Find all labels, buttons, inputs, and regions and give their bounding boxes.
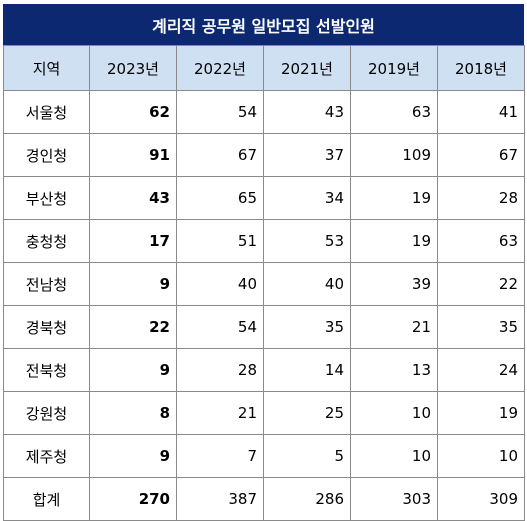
value-cell-2021: 34 <box>263 176 351 220</box>
table-row: 부산청 43 65 34 19 28 <box>3 176 525 220</box>
region-cell: 경인청 <box>3 133 90 177</box>
value-cell-2023: 62 <box>89 90 177 134</box>
value-cell-2023: 9 <box>89 262 177 306</box>
value-cell-2022: 7 <box>176 434 264 478</box>
value-cell-2022: 51 <box>176 219 264 263</box>
table-row: 강원청 8 21 25 10 19 <box>3 391 525 435</box>
value-cell-2022: 54 <box>176 305 264 349</box>
value-cell-2018: 19 <box>437 391 525 435</box>
value-cell-2023: 91 <box>89 133 177 177</box>
total-2023: 270 <box>89 477 177 521</box>
value-cell-2018: 28 <box>437 176 525 220</box>
total-row: 합계 270 387 286 303 309 <box>3 477 525 521</box>
total-label: 합계 <box>3 477 90 521</box>
region-cell: 경북청 <box>3 305 90 349</box>
value-cell-2019: 19 <box>350 176 438 220</box>
value-cell-2018: 67 <box>437 133 525 177</box>
value-cell-2022: 65 <box>176 176 264 220</box>
value-cell-2019: 13 <box>350 348 438 392</box>
table-row: 전남청 9 40 40 39 22 <box>3 262 525 306</box>
value-cell-2022: 40 <box>176 262 264 306</box>
table-row: 서울청 62 54 43 63 41 <box>3 90 525 134</box>
value-cell-2021: 43 <box>263 90 351 134</box>
value-cell-2022: 21 <box>176 391 264 435</box>
value-cell-2019: 63 <box>350 90 438 134</box>
value-cell-2022: 67 <box>176 133 264 177</box>
value-cell-2021: 5 <box>263 434 351 478</box>
header-2018: 2018년 <box>437 45 525 91</box>
value-cell-2021: 35 <box>263 305 351 349</box>
value-cell-2023: 9 <box>89 348 177 392</box>
value-cell-2022: 54 <box>176 90 264 134</box>
total-2018: 309 <box>437 477 525 521</box>
value-cell-2021: 37 <box>263 133 351 177</box>
table-title: 계리직 공무원 일반모집 선발인원 <box>3 4 524 45</box>
value-cell-2021: 14 <box>263 348 351 392</box>
value-cell-2021: 25 <box>263 391 351 435</box>
region-cell: 부산청 <box>3 176 90 220</box>
value-cell-2018: 24 <box>437 348 525 392</box>
value-cell-2023: 43 <box>89 176 177 220</box>
header-region: 지역 <box>3 45 90 91</box>
value-cell-2019: 109 <box>350 133 438 177</box>
recruitment-table-container: 계리직 공무원 일반모집 선발인원 지역 2023년 2022년 2021년 2… <box>3 4 525 521</box>
value-cell-2018: 63 <box>437 219 525 263</box>
value-cell-2019: 19 <box>350 219 438 263</box>
region-cell: 서울청 <box>3 90 90 134</box>
region-cell: 전남청 <box>3 262 90 306</box>
recruitment-table: 지역 2023년 2022년 2021년 2019년 2018년 서울청 62 … <box>3 45 525 521</box>
table-row: 경북청 22 54 35 21 35 <box>3 305 525 349</box>
value-cell-2019: 21 <box>350 305 438 349</box>
header-row: 지역 2023년 2022년 2021년 2019년 2018년 <box>3 45 525 91</box>
value-cell-2021: 40 <box>263 262 351 306</box>
table-row: 제주청 9 7 5 10 10 <box>3 434 525 478</box>
header-2019: 2019년 <box>350 45 438 91</box>
value-cell-2018: 41 <box>437 90 525 134</box>
value-cell-2023: 8 <box>89 391 177 435</box>
table-row: 경인청 91 67 37 109 67 <box>3 133 525 177</box>
region-cell: 강원청 <box>3 391 90 435</box>
table-row: 충청청 17 51 53 19 63 <box>3 219 525 263</box>
header-2022: 2022년 <box>176 45 264 91</box>
value-cell-2019: 10 <box>350 434 438 478</box>
value-cell-2023: 22 <box>89 305 177 349</box>
header-2021: 2021년 <box>263 45 351 91</box>
total-2021: 286 <box>263 477 351 521</box>
value-cell-2019: 10 <box>350 391 438 435</box>
total-2019: 303 <box>350 477 438 521</box>
value-cell-2019: 39 <box>350 262 438 306</box>
value-cell-2018: 35 <box>437 305 525 349</box>
total-2022: 387 <box>176 477 264 521</box>
region-cell: 제주청 <box>3 434 90 478</box>
value-cell-2023: 9 <box>89 434 177 478</box>
value-cell-2018: 22 <box>437 262 525 306</box>
value-cell-2022: 28 <box>176 348 264 392</box>
value-cell-2021: 53 <box>263 219 351 263</box>
region-cell: 전북청 <box>3 348 90 392</box>
header-2023: 2023년 <box>89 45 177 91</box>
value-cell-2023: 17 <box>89 219 177 263</box>
region-cell: 충청청 <box>3 219 90 263</box>
value-cell-2018: 10 <box>437 434 525 478</box>
table-row: 전북청 9 28 14 13 24 <box>3 348 525 392</box>
